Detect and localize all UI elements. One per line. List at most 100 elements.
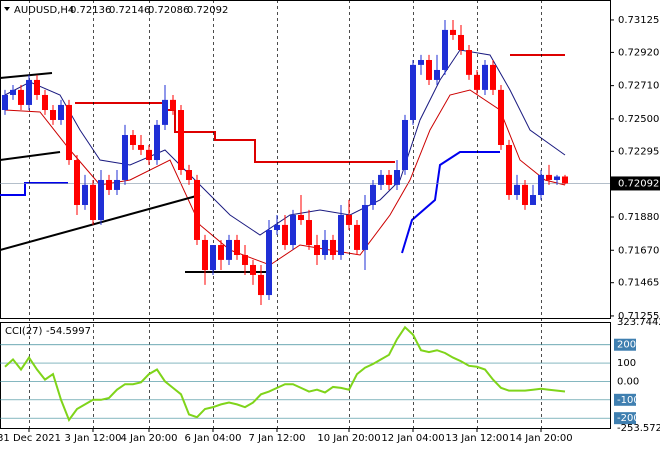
candle-body — [346, 214, 352, 225]
x-tick-label: 13 Jan 12:00 — [445, 433, 508, 444]
candle-body — [410, 64, 416, 120]
candle-body — [402, 119, 408, 171]
y-tick-label: 0.72500 — [618, 114, 659, 125]
level-badge — [614, 412, 636, 425]
cci-tick-label: -100 — [617, 395, 640, 406]
candle-body — [290, 214, 296, 246]
candle-body — [10, 89, 16, 95]
candle-body — [506, 144, 512, 196]
step-blue — [0, 182, 68, 196]
candle-body — [354, 224, 360, 250]
candle-body — [242, 255, 248, 265]
candle-body — [482, 64, 488, 90]
x-tick-label: 31 Dec 2021 — [0, 433, 61, 444]
candle-body — [426, 59, 432, 80]
y-tick-label: 0.71465 — [618, 278, 659, 289]
cci-tick-label: 200 — [617, 340, 636, 351]
candle-body — [122, 135, 128, 180]
candle-body — [58, 104, 64, 120]
step-blue — [401, 151, 500, 254]
y-tick-label: 0.72920 — [618, 47, 659, 58]
cci-tick-label: 100 — [617, 358, 636, 369]
candle-body — [370, 184, 376, 205]
candle-body — [338, 214, 344, 256]
candle-body — [362, 204, 368, 250]
candle-body — [322, 239, 328, 256]
candle-body — [162, 99, 168, 125]
candle-body — [458, 34, 464, 51]
candle-body — [26, 79, 32, 105]
level-badge — [614, 338, 636, 351]
candle-body — [226, 239, 232, 260]
candle-body — [306, 220, 312, 246]
candle-body — [498, 89, 504, 145]
x-tick-label: 6 Jan 04:00 — [185, 433, 242, 444]
cci-tick-label: 0.00 — [617, 376, 639, 387]
candle-body — [18, 89, 24, 105]
candle-body — [434, 69, 440, 80]
symbol: AUDUSD,H4 — [14, 5, 74, 16]
trend-line — [0, 151, 61, 161]
level-badge — [614, 393, 636, 406]
candle-body — [146, 149, 152, 161]
candle-body — [234, 239, 240, 256]
candle-body — [274, 224, 280, 230]
x-tick-label: 3 Jan 12:00 — [65, 433, 122, 444]
candle-body — [250, 264, 256, 275]
candle-body — [90, 184, 96, 221]
candle-body — [474, 74, 480, 90]
candle-body — [378, 174, 384, 185]
candle-body — [98, 179, 104, 221]
header-open: 0.72136 — [70, 5, 111, 16]
x-tick-label: 12 Jan 04:00 — [381, 433, 444, 444]
candle-body — [386, 174, 392, 185]
candle-body — [258, 274, 264, 296]
header-low: 0.72086 — [148, 5, 189, 16]
candle-body — [450, 29, 456, 35]
candle-body — [154, 124, 160, 161]
y-tick-label: 0.71255 — [618, 311, 659, 322]
candle-body — [466, 50, 472, 75]
y-tick-label: 0.72710 — [618, 81, 659, 92]
candle-body — [74, 160, 80, 205]
x-tick-label: 4 Jan 20:00 — [121, 433, 178, 444]
ma-fast — [4, 49, 566, 236]
candle-body — [394, 170, 400, 185]
candle-body — [202, 239, 208, 271]
candle-body — [490, 64, 496, 90]
candle-body — [562, 176, 568, 184]
candle-body — [178, 110, 184, 171]
candle-body — [210, 245, 216, 271]
candle-body — [218, 245, 224, 260]
candle-body — [82, 184, 88, 205]
candle-body — [418, 59, 424, 65]
candle-body — [2, 94, 8, 111]
candle-body — [170, 99, 176, 111]
x-tick-label: 10 Jan 20:00 — [317, 433, 380, 444]
candle-body — [114, 179, 120, 190]
header-high: 0.72146 — [109, 5, 150, 16]
trend-line — [0, 194, 201, 251]
last-price-badge — [611, 176, 660, 191]
candle-body — [514, 184, 520, 196]
candle-body — [330, 239, 336, 256]
candle-body — [314, 245, 320, 256]
last-price-label: 0.72092 — [618, 178, 659, 189]
indicator-name: CCI(27) — [5, 326, 43, 337]
cci-line — [4, 325, 566, 423]
candle-body — [522, 184, 528, 205]
candle-body — [298, 214, 304, 221]
candle-body — [282, 224, 288, 246]
trend-line — [0, 72, 53, 79]
candle-body — [442, 29, 448, 70]
cci-tick-label: -253.5723 — [617, 423, 660, 434]
candle-body — [546, 174, 552, 180]
candle-body — [42, 94, 48, 111]
x-tick-label: 7 Jan 12:00 — [249, 433, 306, 444]
candle-body — [66, 104, 72, 161]
candle-body — [130, 135, 136, 145]
candle-body — [106, 179, 112, 190]
candle-body — [34, 79, 40, 95]
